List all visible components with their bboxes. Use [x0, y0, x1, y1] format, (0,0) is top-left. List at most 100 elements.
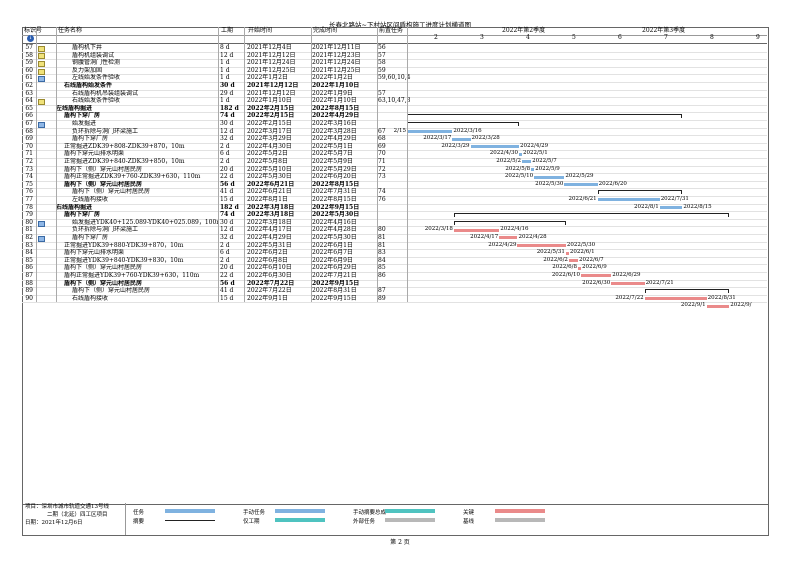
legend-label: 手动摘要总成 — [353, 510, 387, 516]
table-row[interactable]: 70 正常掘进ZDK39+808-ZDK39+870，10m 2 d 2022年4月3… — [22, 143, 767, 152]
task-predecessors: 59 — [378, 66, 386, 74]
month-label: 6 — [618, 34, 622, 41]
critical-task-bar[interactable] — [517, 243, 566, 247]
legend-label: 手动任务 — [243, 510, 266, 516]
header-row-months: 2 3 4 5 6 7 8 9 — [22, 34, 767, 44]
task-bar[interactable] — [564, 183, 598, 187]
table-row[interactable]: 65 左线盾构掘进 182 d 2022年2月15日 2022年8月15日 — [22, 105, 767, 114]
table-row[interactable]: 76 盾构下（侧）穿元山村居民房 41 d 2022年6月21日 2022年7月31日 7… — [22, 188, 767, 197]
summary-bar[interactable] — [407, 114, 683, 119]
task-start: 2022年3月17日 — [247, 127, 292, 135]
table-row[interactable]: 78 右线盾构掘进 182 d 2022年3月18日 2022年9月15日 — [22, 204, 767, 213]
summary-bar[interactable] — [407, 122, 519, 126]
task-name: 正常掘进ZDK39+808-ZDK39+870，10m — [64, 142, 185, 150]
task-id: 90 — [25, 294, 33, 302]
summary-bar[interactable] — [597, 190, 683, 195]
task-predecessors: 63,10,47,3 — [378, 97, 411, 105]
table-row[interactable]: 79 盾构下穿厂房 74 d 2022年3月18日 2022年5月30日 — [22, 211, 767, 220]
note-icon — [38, 60, 45, 67]
critical-task-bar[interactable] — [581, 274, 612, 278]
table-row[interactable]: 75 盾构下（侧）穿元山村居民房 56 d 2022年6月21日 2022年8月15日 — [22, 181, 767, 190]
task-name: 盾构机下井 — [72, 44, 103, 51]
table-row[interactable]: 82 盾构下穿厂房 32 d 2022年4月29日 2022年5月30日 81 — [22, 234, 767, 243]
bar-end-label: 2022/3/28 — [471, 135, 500, 142]
critical-task-bar[interactable] — [644, 297, 707, 301]
task-end: 2022年3月16日 — [312, 120, 357, 127]
bar-end-label: 2022/7/31 — [660, 196, 689, 202]
task-name: 盾构正常掘进YDK39+760-YDK39+630，110m — [64, 272, 200, 279]
task-bar[interactable] — [659, 205, 683, 209]
table-row[interactable]: 64 右线始发条件验收 1 d 2022年1月10日 2022年1月10日 63,10,4… — [22, 97, 767, 106]
table-row[interactable]: 68 负环拆除与洞门环梁施工 12 d 2022年3月17日 2022年3月28日 67 — [22, 128, 767, 137]
task-start: 2022年5月30日 — [247, 173, 292, 181]
table-row[interactable]: 73 盾构下（侧）穿元山村居民房 20 d 2022年5月10日 2022年5月29日 7… — [22, 166, 767, 175]
task-duration: 15 d — [220, 294, 234, 302]
month-label: 4 — [526, 34, 530, 41]
table-row[interactable]: 80 始发掘进YDK40+125.089-YDK40+025.089，100m 30… — [22, 219, 767, 228]
bar-end-label: 2022/8/31 — [707, 294, 736, 301]
table-row[interactable]: 58 盾构机组装调试 12 d 2021年12月12日 2021年12月23日 57 — [22, 52, 767, 61]
column-divider — [56, 27, 57, 303]
note-icon — [38, 98, 45, 105]
task-bar[interactable] — [452, 137, 471, 141]
table-row[interactable]: 87 盾构正常掘进YDK39+760-YDK39+630，110m 22 d 2022… — [22, 272, 767, 281]
task-bar[interactable] — [534, 175, 565, 179]
table-row[interactable]: 83 正常掘进YDK39+880-YDK39+870，10m 2 d 2022年5月3… — [22, 242, 767, 251]
table-row[interactable]: 63 右线盾构机吊装组装调试 29 d 2021年12月12日 2022年1月9日 57 — [22, 90, 767, 99]
table-row[interactable]: 57 盾构机下井 8 d 2021年12月4日 2021年12月11日 56 — [22, 44, 767, 53]
critical-task-bar[interactable] — [565, 251, 569, 255]
summary-bar[interactable] — [644, 289, 730, 294]
table-row[interactable]: 74 盾构正常掘进ZDK39+760-ZDK39+630，110m 22 d 2022… — [22, 173, 767, 182]
table-row[interactable]: 71 盾构下穿元山排水明渠 6 d 2022年5月2日 2022年5月7日 70 — [22, 150, 767, 159]
table-row[interactable]: 85 正常掘进YDK39+840-YDK39+830，10m 2 d 2022年6月8… — [22, 257, 767, 266]
table-row[interactable]: 66 盾构下穿厂房 74 d 2022年2月15日 2022年4月29日 — [22, 112, 767, 121]
task-bar[interactable] — [470, 145, 519, 149]
critical-task-bar[interactable] — [706, 304, 730, 308]
col-end-header: 完成时间 — [313, 27, 338, 34]
table-row[interactable]: 60 反力架加固 1 d 2021年12月25日 2021年12月25日 59 — [22, 67, 767, 76]
task-bar[interactable] — [597, 198, 660, 202]
table-row[interactable]: 89 盾构下（侧）穿元山村居民房 41 d 2022年7月22日 2022年8月31日 8… — [22, 287, 767, 296]
month-label: 5 — [572, 34, 576, 41]
column-divider — [377, 27, 378, 303]
table-row[interactable]: 86 盾构下（侧）穿元山村居民房 20 d 2022年6月10日 2022年6月29日 8… — [22, 264, 767, 273]
table-row[interactable]: 62 右线盾构始发条件 30 d 2021年12月12日 2022年1月10日 — [22, 82, 767, 91]
task-id: 76 — [25, 188, 33, 196]
task-duration: 41 d — [220, 188, 234, 196]
table-row[interactable]: 59 钢腹管洞门性检测 1 d 2021年12月24日 2021年12月24日 58 — [22, 59, 767, 68]
project-line: 二期（北延）四工区项目 — [47, 512, 108, 518]
task-predecessors: 59,60,10,4 — [378, 74, 411, 82]
table-row[interactable]: 67 始发掘进 30 d 2022年2月15日 2022年3月16日 — [22, 120, 767, 129]
task-predecessors: 68 — [378, 135, 386, 143]
task-bar[interactable] — [522, 160, 532, 164]
summary-bar[interactable] — [453, 220, 566, 225]
bar-start-label: 2022/5/8 — [505, 165, 531, 172]
table-row[interactable]: 72 正常掘进ZDK39+840-ZDK39+850，10m 2 d 2022年5月8… — [22, 158, 767, 167]
task-duration: 56 d — [220, 279, 235, 287]
task-id: 75 — [25, 180, 33, 188]
critical-task-bar[interactable] — [611, 281, 645, 285]
table-row[interactable]: 77 左线盾构接收 15 d 2022年8月1日 2022年8月15日 76 — [22, 196, 767, 205]
task-start: 2022年5月10日 — [247, 165, 292, 173]
legend-swatch — [385, 518, 435, 522]
summary-bar[interactable] — [453, 213, 730, 218]
critical-task-bar[interactable] — [453, 228, 500, 232]
task-end: 2022年6月1日 — [312, 241, 353, 249]
table-row[interactable]: 88 盾构下（侧）穿元山村居民房 56 d 2022年7月22日 2022年9月15日 — [22, 280, 767, 289]
task-bar[interactable] — [531, 167, 535, 171]
critical-task-bar[interactable] — [499, 236, 518, 240]
table-row[interactable]: 84 盾构下穿元山排水明渠 6 d 2022年6月2日 2022年6月7日 83 — [22, 249, 767, 258]
task-name: 盾构机组装调试 — [72, 51, 115, 59]
task-bar[interactable] — [518, 152, 522, 156]
table-row[interactable]: 61 左线始发条件验收 1 d 2022年1月2日 2022年1月2日 59,60,10,… — [22, 74, 767, 83]
critical-task-bar[interactable] — [577, 266, 581, 270]
task-start: 2022年5月2日 — [247, 150, 288, 158]
task-end: 2022年8月15日 — [312, 196, 357, 203]
table-row[interactable]: 90 右线盾构接收 15 d 2022年9月1日 2022年9月15日 89 — [22, 295, 767, 304]
table-row[interactable]: 81 负环拆除与洞门环梁施工 12 d 2022年4月17日 2022年4月28日 80 — [22, 226, 767, 235]
table-row[interactable]: 69 盾构下穿厂房 32 d 2022年3月29日 2022年4月29日 68 — [22, 135, 767, 144]
task-duration: 15 d — [220, 196, 234, 203]
task-end: 2022年6月9日 — [312, 256, 353, 264]
critical-task-bar[interactable] — [568, 259, 578, 263]
task-bar[interactable] — [407, 129, 453, 133]
